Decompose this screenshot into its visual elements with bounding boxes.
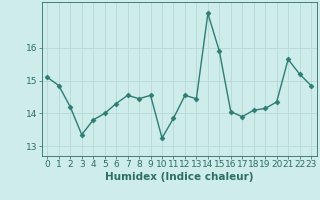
X-axis label: Humidex (Indice chaleur): Humidex (Indice chaleur) <box>105 172 253 182</box>
